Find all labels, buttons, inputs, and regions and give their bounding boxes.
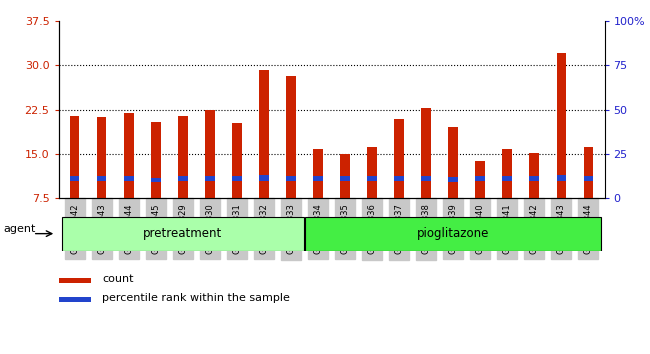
Bar bbox=[151, 178, 161, 182]
Bar bbox=[556, 52, 566, 198]
Bar bbox=[178, 116, 188, 198]
Bar bbox=[97, 176, 107, 181]
Bar bbox=[124, 176, 133, 181]
Bar bbox=[502, 176, 512, 181]
Bar bbox=[421, 108, 431, 198]
Bar bbox=[475, 161, 485, 198]
Bar bbox=[367, 147, 377, 198]
Bar bbox=[70, 176, 79, 181]
Bar bbox=[530, 153, 539, 198]
Bar bbox=[530, 176, 539, 181]
Text: count: count bbox=[102, 274, 134, 285]
Bar bbox=[313, 149, 322, 198]
Text: agent: agent bbox=[3, 224, 35, 234]
Bar bbox=[178, 176, 188, 181]
Bar bbox=[286, 75, 296, 198]
Bar bbox=[259, 175, 268, 181]
Bar bbox=[313, 176, 322, 181]
Bar bbox=[448, 177, 458, 182]
Bar bbox=[421, 176, 431, 181]
Bar bbox=[232, 123, 242, 198]
Bar bbox=[124, 113, 133, 198]
Bar bbox=[305, 217, 601, 251]
Bar bbox=[341, 154, 350, 198]
Bar bbox=[58, 297, 91, 302]
Bar bbox=[448, 127, 458, 198]
Bar bbox=[97, 118, 107, 198]
Bar bbox=[341, 176, 350, 181]
Bar bbox=[286, 176, 296, 181]
Bar bbox=[151, 121, 161, 198]
Bar bbox=[70, 116, 79, 198]
Bar bbox=[584, 147, 593, 198]
Bar bbox=[584, 176, 593, 181]
Bar bbox=[232, 176, 242, 181]
Text: pioglitazone: pioglitazone bbox=[417, 227, 489, 240]
Bar bbox=[367, 176, 377, 181]
Bar bbox=[205, 176, 214, 181]
Bar bbox=[395, 176, 404, 181]
Bar bbox=[205, 110, 214, 198]
Bar bbox=[475, 176, 485, 181]
Bar bbox=[58, 278, 91, 283]
Bar bbox=[62, 217, 304, 251]
Text: pretreatment: pretreatment bbox=[143, 227, 222, 240]
Bar bbox=[502, 149, 512, 198]
Text: percentile rank within the sample: percentile rank within the sample bbox=[102, 293, 290, 303]
Bar bbox=[259, 70, 268, 198]
Bar bbox=[395, 119, 404, 198]
Bar bbox=[556, 175, 566, 181]
